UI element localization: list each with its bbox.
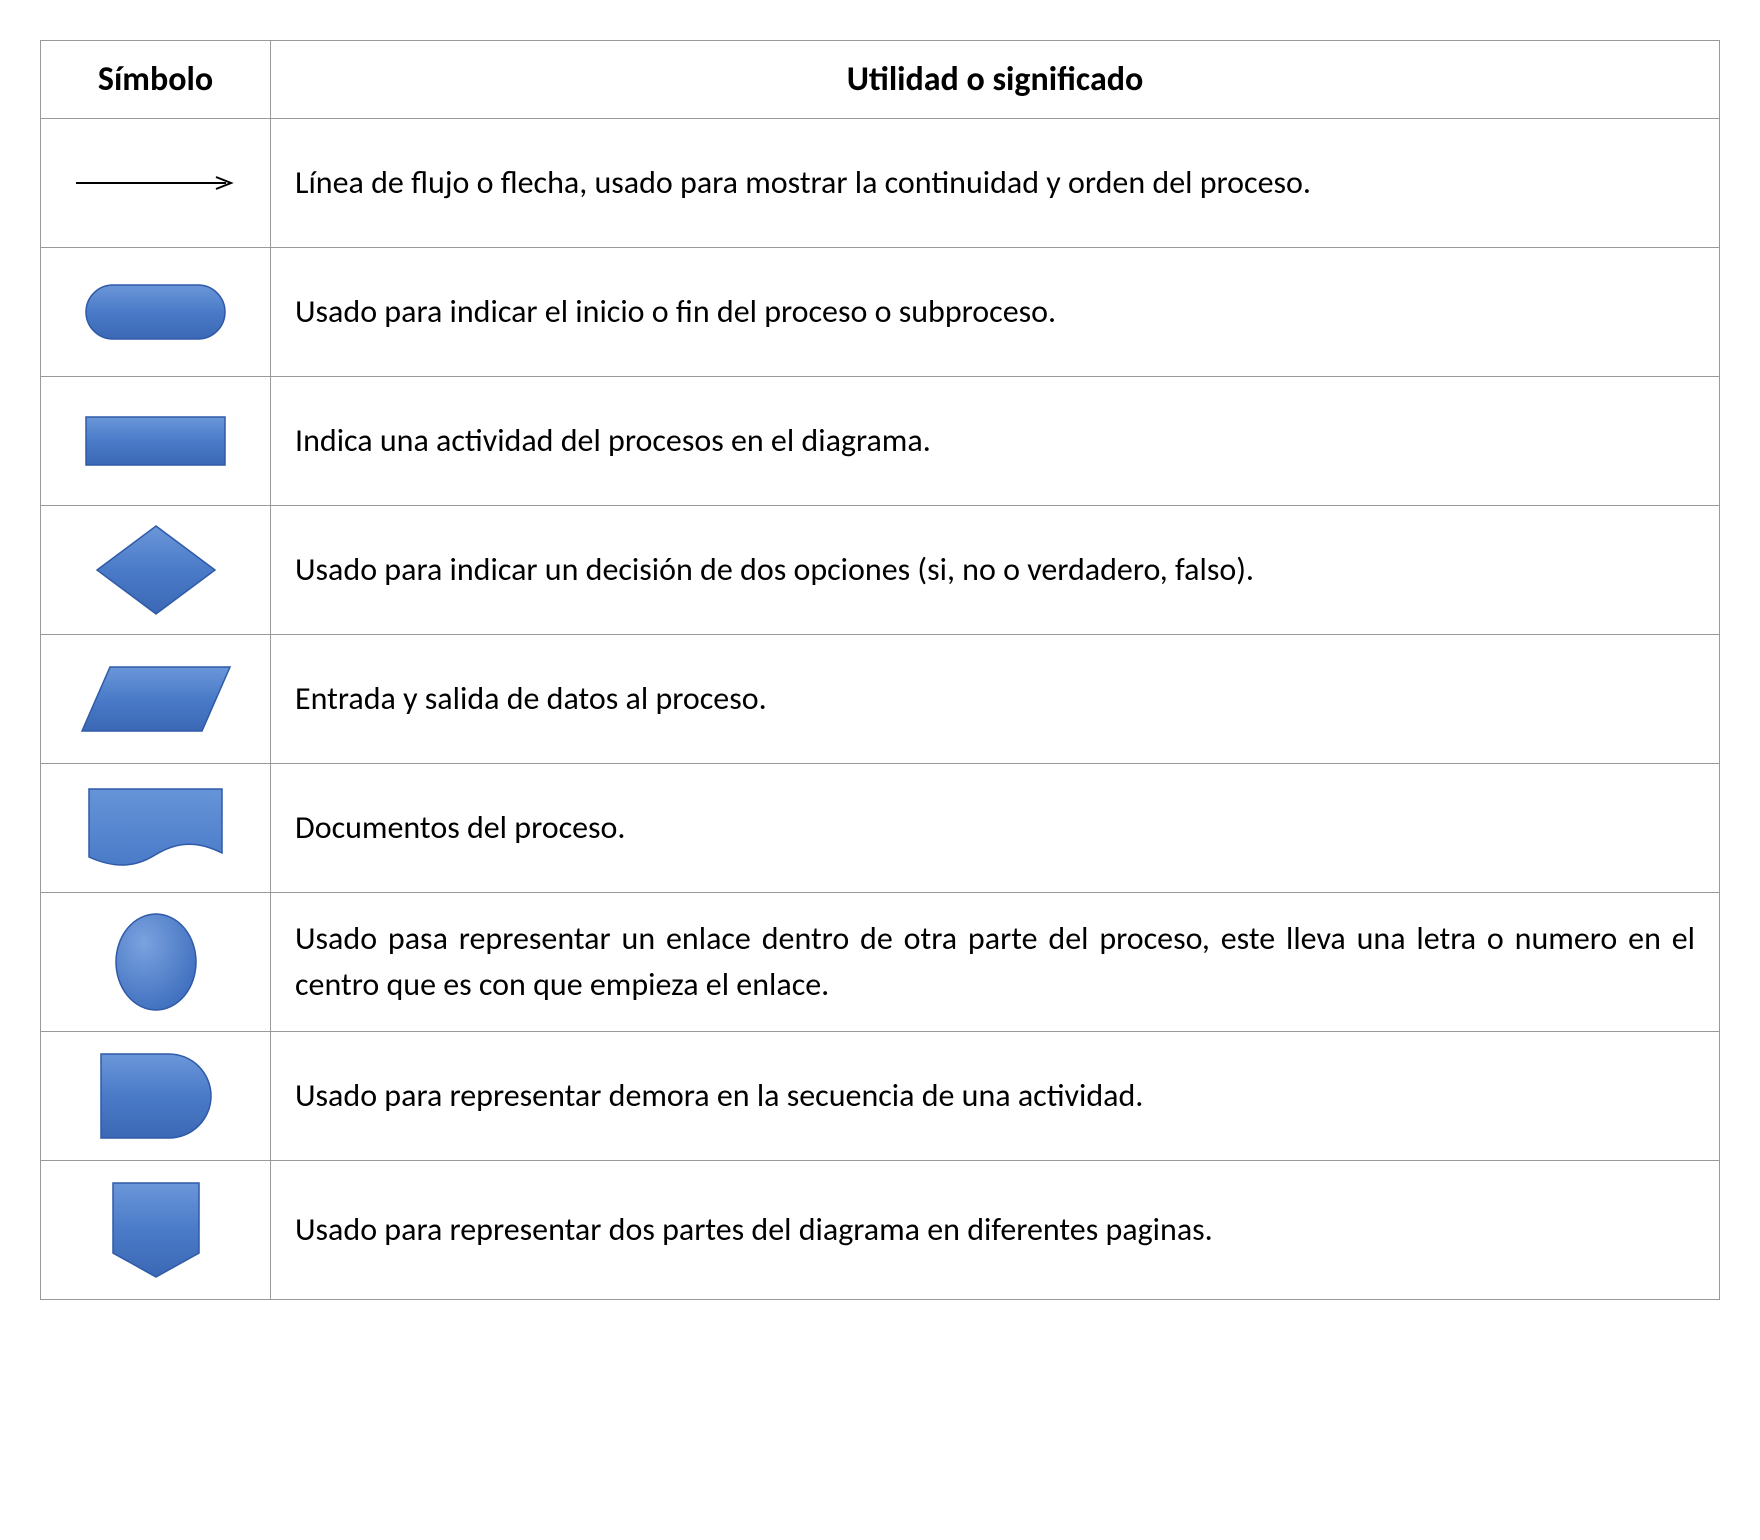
- desc-cell: Usado para representar dos partes del di…: [271, 1161, 1720, 1300]
- desc-cell: Usado para representar demora en la secu…: [271, 1032, 1720, 1161]
- symbol-cell-delay: [41, 1032, 271, 1161]
- header-symbol: Símbolo: [41, 41, 271, 119]
- offpage-icon: [101, 1175, 211, 1285]
- table-header-row: Símbolo Utilidad o significado: [41, 41, 1720, 119]
- symbol-cell-connector: [41, 893, 271, 1032]
- desc-cell: Usado para indicar un decisión de dos op…: [271, 506, 1720, 635]
- table-row: Documentos del proceso.: [41, 764, 1720, 893]
- symbol-cell-decision: [41, 506, 271, 635]
- desc-cell: Usado para indicar el inicio o fin del p…: [271, 248, 1720, 377]
- symbol-cell-data: [41, 635, 271, 764]
- table-row: Línea de flujo o flecha, usado para most…: [41, 119, 1720, 248]
- flowchart-symbols-table: Símbolo Utilidad o significado Línea de …: [40, 40, 1720, 1300]
- terminator-icon: [83, 279, 228, 345]
- document-icon: [83, 783, 228, 873]
- desc-cell: Documentos del proceso.: [271, 764, 1720, 893]
- delay-icon: [91, 1046, 221, 1146]
- symbol-cell-offpage: [41, 1161, 271, 1300]
- table-row: Usado pasa representar un enlace dentro …: [41, 893, 1720, 1032]
- table-row: Indica una actividad del procesos en el …: [41, 377, 1720, 506]
- table-row: Usado para representar dos partes del di…: [41, 1161, 1720, 1300]
- decision-icon: [91, 520, 221, 620]
- table-row: Usado para indicar el inicio o fin del p…: [41, 248, 1720, 377]
- process-icon: [83, 411, 228, 471]
- desc-cell: Entrada y salida de datos al proceso.: [271, 635, 1720, 764]
- symbol-cell-document: [41, 764, 271, 893]
- table-row: Usado para indicar un decisión de dos op…: [41, 506, 1720, 635]
- desc-cell: Usado pasa representar un enlace dentro …: [271, 893, 1720, 1032]
- desc-cell: Línea de flujo o flecha, usado para most…: [271, 119, 1720, 248]
- arrow-icon: [71, 168, 241, 198]
- desc-cell: Indica una actividad del procesos en el …: [271, 377, 1720, 506]
- connector-icon: [106, 907, 206, 1017]
- table-row: Usado para representar demora en la secu…: [41, 1032, 1720, 1161]
- data-icon: [76, 659, 236, 739]
- table-row: Entrada y salida de datos al proceso.: [41, 635, 1720, 764]
- symbol-cell-terminator: [41, 248, 271, 377]
- header-meaning: Utilidad o significado: [271, 41, 1720, 119]
- symbol-cell-process: [41, 377, 271, 506]
- symbol-cell-arrow: [41, 119, 271, 248]
